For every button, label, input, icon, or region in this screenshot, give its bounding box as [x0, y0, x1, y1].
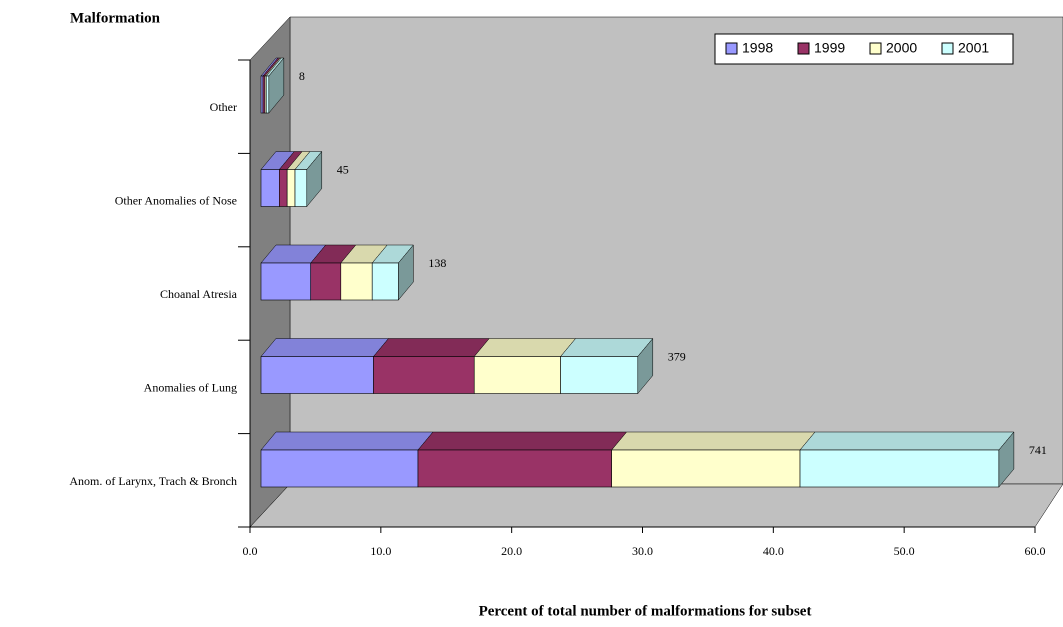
legend-swatch [869, 42, 882, 55]
total-label: 741 [1029, 443, 1047, 457]
x-tick-label: 20.0 [501, 544, 522, 558]
bar-top [560, 338, 654, 357]
total-label: 379 [668, 349, 686, 363]
bar [371, 262, 399, 301]
floor [249, 483, 1063, 528]
bar [473, 356, 561, 394]
bar-top [260, 338, 390, 357]
bar-top [417, 431, 628, 451]
x-tick-label: 60.0 [1025, 544, 1046, 558]
total-label: 8 [299, 69, 305, 83]
x-tick-label: 30.0 [632, 544, 653, 558]
bar [340, 262, 373, 301]
chart-title: Malformation [70, 10, 161, 26]
bar [286, 169, 296, 207]
category-label: Other [210, 100, 237, 114]
bar [279, 169, 288, 207]
bar [417, 449, 612, 488]
bar [373, 356, 475, 394]
bar [611, 449, 801, 488]
legend-label: 2000 [886, 40, 917, 56]
legend-label: 1999 [814, 40, 845, 56]
bar-side [398, 244, 414, 301]
bar-top [611, 431, 816, 451]
legend: 1998 1999 2000 2001 [714, 33, 1014, 65]
bar [260, 262, 312, 301]
category-label: Anomalies of Lung [144, 380, 237, 394]
bar-top [260, 431, 434, 451]
legend-box [714, 33, 1014, 65]
x-axis-title: Percent of total number of malformations… [479, 603, 812, 619]
category-label: Choanal Atresia [160, 287, 238, 301]
bar-top [372, 338, 490, 357]
legend-swatch [797, 42, 810, 55]
bar-side [268, 57, 285, 114]
bar [260, 356, 374, 394]
x-tick-label: 50.0 [894, 544, 915, 558]
bar [260, 449, 419, 488]
bar [310, 262, 342, 301]
total-label: 45 [337, 162, 349, 176]
total-label: 138 [428, 256, 446, 270]
category-label: Other Anomalies of Nose [115, 193, 237, 207]
x-tick-label: 10.0 [370, 544, 391, 558]
bar [265, 75, 270, 114]
bar-side [998, 431, 1015, 488]
bar-top [799, 431, 1015, 451]
bar-side [637, 337, 654, 395]
bar [799, 449, 1000, 488]
legend-swatch [941, 42, 954, 55]
category-label: Anom. of Larynx, Trach & Bronch [69, 474, 237, 488]
legend-swatch [725, 42, 738, 55]
x-tick-label: 40.0 [763, 544, 784, 558]
bar [560, 356, 639, 394]
bar-top [473, 338, 577, 357]
bar [260, 169, 280, 207]
x-tick-label: 0.0 [243, 544, 258, 558]
bar [294, 169, 308, 207]
legend-label: 2001 [958, 40, 989, 56]
bar-side [306, 150, 323, 208]
legend-label: 1998 [742, 40, 773, 56]
